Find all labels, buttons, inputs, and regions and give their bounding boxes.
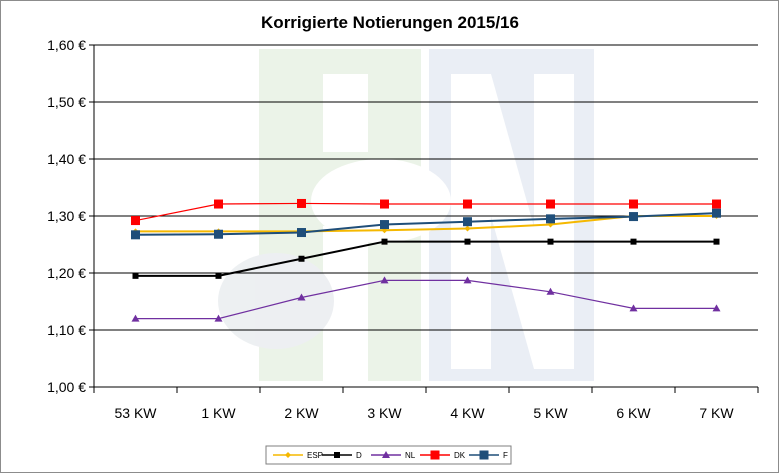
data-point [463, 199, 472, 209]
series-f [131, 208, 721, 240]
data-point [298, 255, 305, 262]
y-tick-label: 1,00 € [47, 379, 86, 395]
legend-marker [285, 452, 291, 458]
data-point [215, 272, 222, 279]
data-point [630, 238, 637, 245]
legend-marker [382, 451, 390, 458]
data-point [547, 238, 554, 245]
data-point [132, 272, 139, 279]
data-point [297, 228, 306, 238]
data-point [713, 238, 720, 245]
legend-item-nl: NL [371, 451, 416, 460]
legend-marker [334, 452, 340, 458]
y-tick-label: 1,40 € [47, 151, 86, 167]
legend-item-esp: ESP [273, 451, 323, 460]
y-tick-label: 1,60 € [47, 37, 86, 53]
data-point [712, 304, 721, 312]
plot-area: 1,00 € 1,10 € 1,20 € 1,30 € 1,40 € 1,50 € 1,60… [47, 37, 759, 421]
y-tick-label: 1,10 € [47, 322, 86, 338]
data-point [131, 230, 140, 240]
legend-label: DK [454, 451, 466, 460]
series-line-dk [135, 202, 717, 222]
data-point [464, 238, 471, 245]
legend-label: NL [405, 451, 416, 460]
data-point [380, 199, 389, 209]
x-tick-label: 4 KW [450, 405, 485, 421]
x-tick-label: 5 KW [533, 405, 568, 421]
legend-item-dk: DK [420, 450, 466, 460]
y-tick-label: 1,50 € [47, 94, 86, 110]
watermark-logo [218, 49, 594, 381]
x-tick-label: 53 KW [114, 405, 157, 421]
legend: ESP D NL DK F [265, 445, 512, 465]
data-point [546, 214, 555, 224]
data-point [297, 293, 306, 301]
data-point [546, 199, 555, 209]
series-line-f [135, 212, 717, 236]
x-tick-label: 3 KW [367, 405, 402, 421]
legend-marker [430, 450, 440, 460]
y-tick-label: 1,30 € [47, 208, 86, 224]
data-point [131, 216, 140, 226]
series-dk [131, 198, 721, 226]
data-point [463, 217, 472, 227]
legend-label: D [356, 451, 362, 460]
data-point [464, 225, 471, 232]
series-line-nl [135, 279, 717, 320]
data-point [381, 238, 388, 245]
legend-item-d: D [322, 451, 362, 460]
data-point [629, 212, 638, 222]
data-point [629, 304, 638, 312]
x-tick-label: 1 KW [201, 405, 236, 421]
data-point [463, 276, 472, 284]
data-point [629, 199, 638, 209]
x-tick-label: 6 KW [616, 405, 651, 421]
x-tick-label: 7 KW [699, 405, 734, 421]
legend-label: ESP [307, 451, 323, 460]
data-point [380, 276, 389, 284]
series-d [132, 238, 720, 279]
data-point [712, 199, 721, 209]
data-point [214, 199, 223, 209]
legend-item-f: F [469, 450, 508, 460]
data-point [131, 314, 140, 322]
chart-title: Korrigierte Notierungen 2015/16 [261, 13, 519, 32]
data-point [297, 198, 306, 208]
y-tick-label: 1,20 € [47, 265, 86, 281]
legend-label: F [503, 451, 508, 460]
data-point [546, 287, 555, 295]
x-tick-label: 2 KW [284, 405, 319, 421]
data-point [380, 220, 389, 230]
series-line-d [135, 240, 717, 277]
data-point [712, 208, 721, 218]
series-nl [131, 276, 721, 322]
legend-marker [479, 450, 489, 460]
data-point [214, 229, 223, 239]
data-point [214, 314, 223, 322]
